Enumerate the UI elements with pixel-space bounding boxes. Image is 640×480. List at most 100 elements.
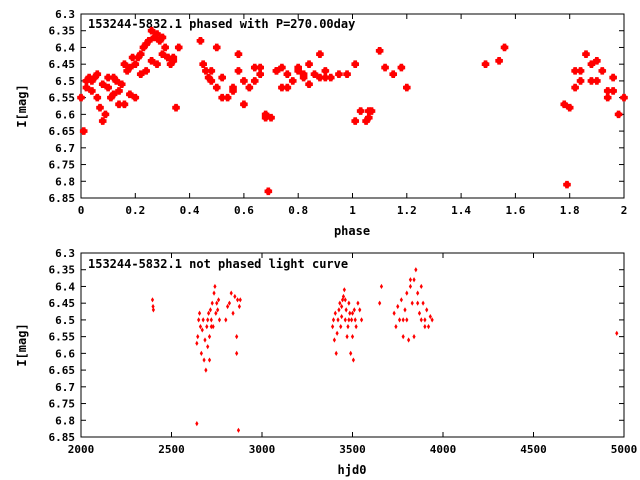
data-point	[425, 307, 429, 313]
y-tick-label: 6.65	[49, 125, 76, 138]
data-points-unphased	[150, 267, 619, 433]
y-tick-label: 6.8	[55, 175, 75, 188]
data-point	[614, 110, 623, 119]
data-point	[209, 324, 213, 330]
x-tick-label: 0	[78, 204, 85, 217]
data-point	[379, 283, 384, 290]
x-tick-label: 1.6	[505, 204, 525, 217]
data-point	[351, 357, 356, 363]
data-point	[342, 287, 346, 293]
data-point	[563, 180, 571, 189]
data-point	[196, 334, 200, 340]
data-point	[339, 324, 343, 330]
data-point	[352, 307, 356, 313]
data-point	[347, 300, 351, 306]
data-point	[145, 36, 153, 45]
data-point	[346, 324, 350, 330]
data-point	[226, 303, 230, 310]
data-point	[343, 70, 351, 79]
data-point	[389, 70, 398, 79]
data-point	[421, 300, 425, 306]
data-point	[356, 107, 365, 115]
data-point	[392, 310, 396, 316]
data-point	[126, 90, 134, 99]
data-point	[126, 63, 134, 72]
y-tick-label: 6.45	[49, 58, 76, 71]
data-point	[571, 83, 579, 92]
data-point	[587, 77, 596, 85]
data-point	[93, 93, 102, 102]
x-tick-label: 3000	[249, 443, 276, 456]
y-tick-label: 6.7	[55, 381, 75, 394]
x-axis-label-phased: phase	[334, 224, 370, 238]
data-point	[153, 60, 161, 68]
data-point	[196, 36, 205, 45]
data-point	[200, 327, 204, 333]
data-point	[423, 317, 427, 323]
data-point	[416, 300, 420, 306]
data-point	[354, 324, 358, 330]
y-tick-label: 6.4	[55, 280, 75, 293]
data-point	[210, 300, 214, 306]
data-point	[410, 300, 414, 306]
data-point	[150, 297, 155, 303]
data-point	[115, 87, 123, 95]
x-tick-label: 3500	[339, 443, 366, 456]
data-point	[576, 77, 585, 85]
y-tick-label: 6.4	[55, 41, 75, 54]
data-point	[82, 83, 91, 92]
data-point	[349, 317, 354, 323]
data-point	[250, 77, 259, 85]
data-point	[288, 77, 297, 85]
chart-title-unphased: 153244-5832.1 not phased light curve	[88, 257, 348, 271]
data-point	[264, 187, 273, 196]
data-point	[598, 67, 607, 75]
data-point	[593, 77, 601, 85]
y-axis-label-phased: I[mag]	[15, 84, 29, 127]
data-point	[224, 317, 228, 323]
data-point	[233, 293, 237, 300]
data-point	[215, 300, 219, 306]
data-point	[120, 100, 129, 109]
data-point	[195, 340, 199, 346]
data-point	[207, 357, 212, 363]
data-point	[495, 57, 503, 65]
data-point	[256, 70, 264, 79]
x-tick-label: 0.6	[234, 204, 254, 217]
data-point	[240, 100, 248, 109]
data-point	[349, 350, 353, 356]
y-tick-label: 6.6	[55, 347, 75, 360]
data-point	[142, 67, 150, 75]
data-point	[481, 60, 490, 68]
data-point	[117, 80, 126, 89]
data-point	[96, 103, 104, 112]
data-point	[321, 67, 330, 75]
data-point	[408, 283, 413, 290]
data-point	[199, 60, 207, 68]
data-point	[378, 300, 382, 306]
data-point	[212, 43, 221, 52]
data-point	[419, 317, 423, 323]
data-point	[256, 63, 264, 72]
data-point	[238, 297, 242, 303]
data-point	[169, 53, 178, 62]
y-tick-label: 6.65	[49, 364, 76, 377]
data-point	[397, 317, 402, 323]
x-tick-label: 0.8	[288, 204, 308, 217]
data-point	[207, 77, 216, 85]
data-point	[235, 350, 239, 356]
data-point	[338, 300, 342, 306]
y-tick-label: 6.5	[55, 314, 75, 327]
data-point	[211, 324, 215, 330]
data-point	[347, 317, 351, 323]
data-point	[229, 290, 233, 296]
data-point	[331, 317, 336, 323]
y-tick-label: 6.55	[49, 92, 76, 105]
y-tick-label: 6.3	[55, 8, 75, 21]
data-point	[358, 307, 362, 313]
data-point	[408, 277, 413, 283]
data-point	[419, 283, 423, 290]
data-point	[77, 93, 85, 102]
data-point	[359, 317, 364, 323]
data-point	[272, 67, 281, 75]
